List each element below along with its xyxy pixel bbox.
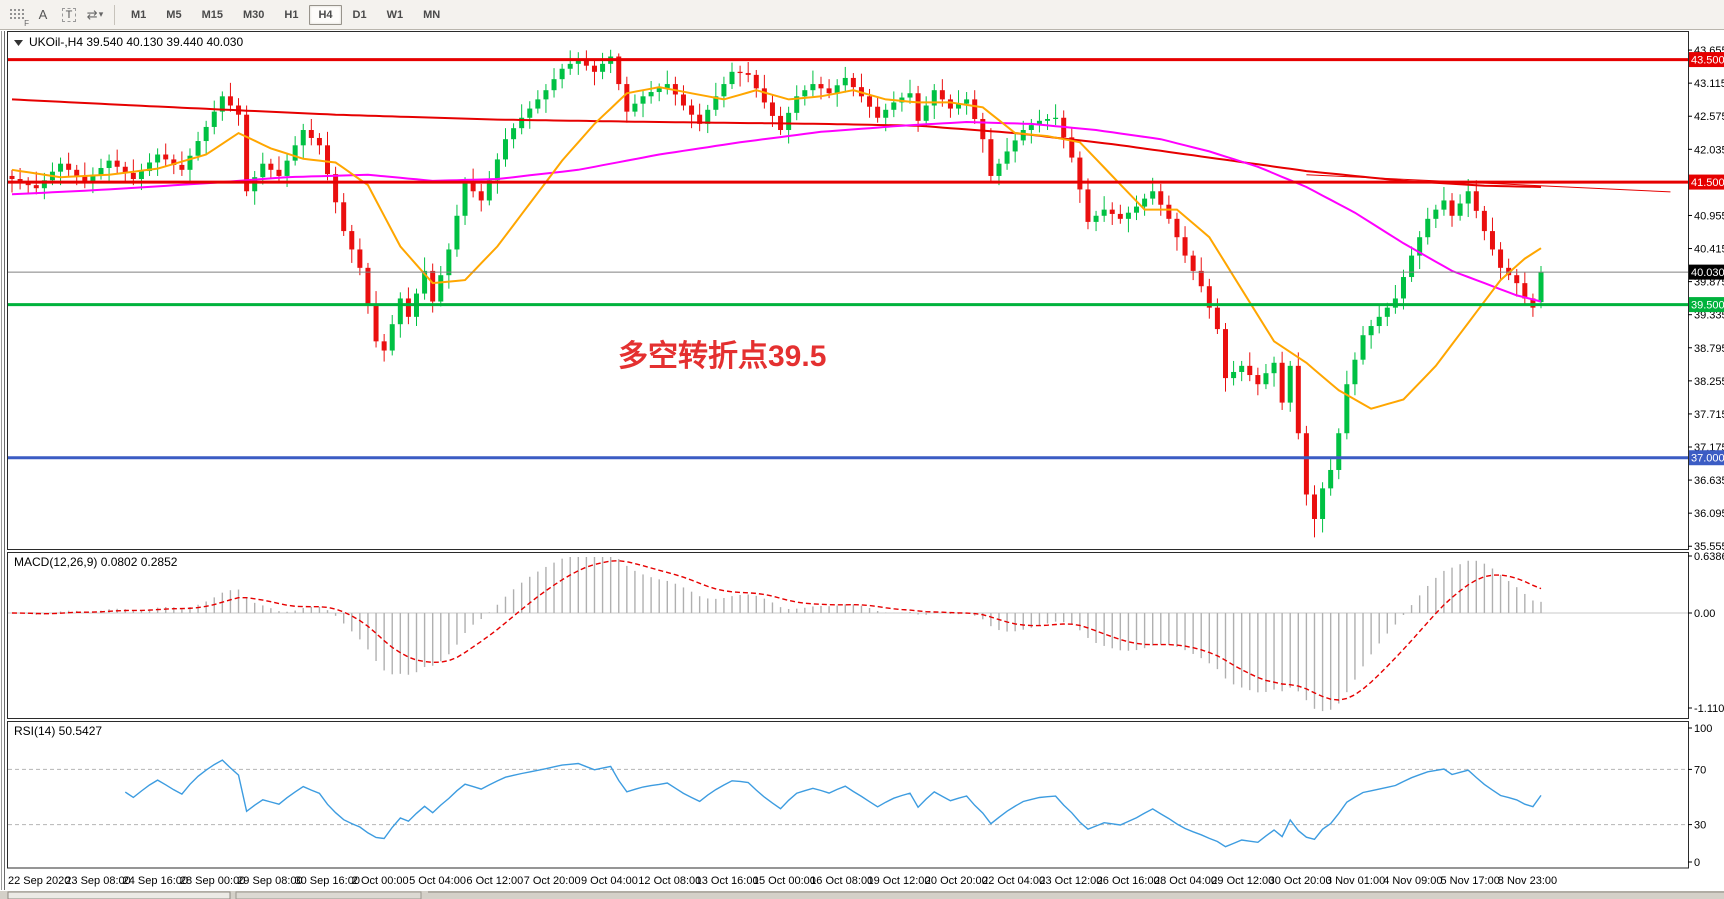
symbol-label: UKOil-,H4 39.540 40.130 39.440 40.030 [29, 35, 243, 49]
time-label: 12 Oct 08:00 [638, 875, 701, 887]
price-tick: 40.415 [1694, 244, 1724, 256]
timeframe-button-W1[interactable]: W1 [386, 8, 404, 21]
time-label: 22 Oct 04:00 [982, 875, 1045, 887]
timeframe-button-H1[interactable]: H1 [284, 8, 299, 21]
time-label: 7 Oct 20:00 [524, 875, 581, 887]
symbol-dropdown-icon[interactable] [14, 40, 23, 46]
svg-text:37.000: 37.000 [1691, 453, 1724, 465]
annotation-text[interactable]: 多空转折点39.5 [618, 340, 826, 373]
time-label: 24 Sep 16:00 [123, 875, 188, 887]
rsi-line [124, 759, 1542, 848]
macd-label: MACD(12,26,9) 0.0802 0.2852 [14, 555, 178, 569]
ma-mid-magenta [11, 120, 1542, 303]
time-label: 30 Oct 20:00 [1269, 875, 1332, 887]
timeframe-button-D1[interactable]: D1 [352, 8, 367, 21]
time-label: 22 Sep 2020 [8, 875, 70, 887]
textbox-tool-icon[interactable]: T [58, 4, 80, 26]
template-icon[interactable]: F [6, 4, 29, 28]
time-label: 8 Nov 23:00 [1498, 875, 1557, 887]
time-label: 15 Oct 00:00 [753, 875, 816, 887]
time-label: 16 Oct 08:00 [810, 875, 873, 887]
price-tick: 42.575 [1694, 111, 1724, 123]
time-label: 4 Nov 09:00 [1383, 875, 1442, 887]
chevron-down-icon: ▾ [98, 9, 104, 19]
time-label: 2 Oct 00:00 [352, 875, 409, 887]
price-tick: 40.955 [1694, 210, 1724, 222]
template-icon-letter: F [24, 18, 29, 28]
price-tick: 35.555 [1694, 541, 1724, 553]
svg-text:43.500: 43.500 [1691, 55, 1724, 67]
price-badge-37.000: 37.000 [1689, 450, 1724, 466]
rsi-axis-label: 0 [1694, 857, 1700, 869]
toolbar-separator [114, 4, 115, 25]
macd-histogram [19, 557, 1542, 712]
price-tick: 37.715 [1694, 409, 1724, 421]
macd-axis-label: -1.1104 [1694, 703, 1724, 715]
template-icon-dots [9, 8, 25, 21]
textbox-tool-letter: T [61, 7, 77, 22]
price-tick: 38.255 [1694, 376, 1724, 388]
time-label: 26 Oct 16:00 [1097, 875, 1160, 887]
time-label: 13 Oct 16:00 [696, 875, 759, 887]
cursor-mode-icon[interactable]: ⇄ ▾ [84, 4, 106, 26]
price-tick: 43.115 [1694, 78, 1724, 90]
price-tick: 38.795 [1694, 343, 1724, 355]
time-label: 3 Nov 01:00 [1326, 875, 1385, 887]
rsi-axis-label: 100 [1694, 723, 1712, 735]
chart-title: UKOil-,H4 39.540 40.130 39.440 40.030 [14, 35, 243, 49]
time-label: 29 Oct 12:00 [1211, 875, 1274, 887]
time-label: 19 Oct 12:00 [868, 875, 931, 887]
svg-text:39.500: 39.500 [1691, 300, 1724, 312]
timeframe-button-M5[interactable]: M5 [166, 8, 182, 21]
price-tick: 39.335 [1694, 310, 1724, 322]
time-label: 5 Oct 04:00 [409, 875, 466, 887]
chart-tab-bar[interactable] [0, 891, 1724, 899]
cursor-mode-arrows: ⇄ [86, 6, 98, 22]
time-label: 5 Nov 17:00 [1441, 875, 1500, 887]
timeframe-button-H4[interactable]: H4 [309, 4, 342, 25]
toolbar: F A T ⇄ ▾ M1 M5 M15 M30 H1 H4 D1 W1 MN [0, 0, 1724, 30]
time-label: 28 Sep 00:00 [180, 875, 245, 887]
rsi-axis-label: 30 [1694, 820, 1706, 832]
rsi-axis-label: 70 [1694, 764, 1706, 776]
ma-fast-orange [11, 86, 1542, 410]
timeframe-button-MN[interactable]: MN [423, 8, 441, 21]
macd-axis-label: 0.6386 [1694, 551, 1724, 563]
time-label: 30 Sep 16:00 [295, 875, 360, 887]
macd-axis-label: 0.00 [1694, 608, 1715, 620]
timeframe-buttons: M1 M5 M15 M30 H1 H4 D1 W1 MN [121, 4, 450, 25]
current-price-badge: 40.030 [1689, 264, 1724, 280]
time-label: 20 Oct 20:00 [925, 875, 988, 887]
price-badge-43.500: 43.500 [1689, 52, 1724, 68]
timeframe-button-M1[interactable]: M1 [131, 8, 147, 21]
price-badge-39.500: 39.500 [1689, 297, 1724, 313]
price-tick: 42.035 [1694, 144, 1724, 156]
time-label: 28 Oct 04:00 [1154, 875, 1217, 887]
svg-text:40.030: 40.030 [1691, 267, 1724, 279]
rsi-label: RSI(14) 50.5427 [14, 724, 102, 738]
time-label: 9 Oct 04:00 [581, 875, 638, 887]
price-badge-41.500: 41.500 [1689, 174, 1724, 190]
ma-slow-red [11, 98, 1542, 188]
time-label: 23 Sep 08:00 [65, 875, 130, 887]
svg-text:41.500: 41.500 [1691, 177, 1724, 189]
price-tick: 36.635 [1694, 475, 1724, 487]
price-tick: 36.095 [1694, 508, 1724, 520]
panel-frames [7, 31, 1689, 869]
timeframe-button-M15[interactable]: M15 [201, 8, 223, 21]
time-label: 23 Oct 12:00 [1039, 875, 1102, 887]
time-label: 6 Oct 12:00 [466, 875, 523, 887]
macd-signal-line [11, 559, 1542, 701]
time-label: 29 Sep 08:00 [237, 875, 302, 887]
text-tool-icon[interactable]: A [38, 7, 48, 22]
chart-canvas[interactable]: 43.65543.11542.57542.03540.95540.41539.8… [0, 30, 1724, 899]
timeframe-button-M30[interactable]: M30 [242, 8, 265, 21]
horizontal-levels [8, 58, 1688, 460]
